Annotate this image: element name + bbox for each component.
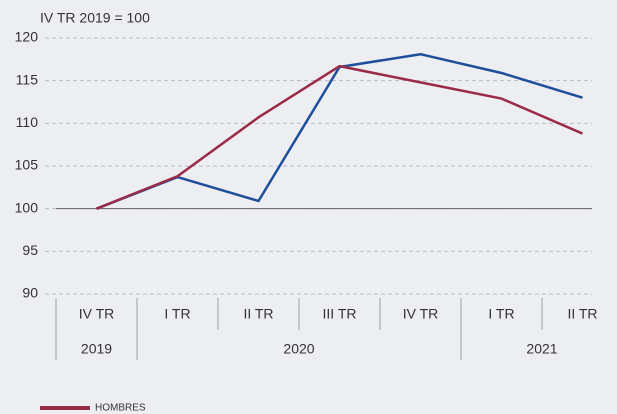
- x-tick-label: I TR: [488, 306, 514, 322]
- year-label: 2019: [81, 341, 112, 357]
- series-line: [96, 64, 583, 210]
- annotation: IV TR 2019 = 100: [40, 10, 150, 26]
- x-tick-label: IV TR: [403, 306, 439, 322]
- x-tick-label: III TR: [323, 306, 357, 322]
- y-tick-label: 100: [15, 199, 39, 215]
- x-tick-label: I TR: [164, 306, 190, 322]
- y-tick-label: 115: [16, 71, 39, 87]
- y-tick-label: 120: [15, 29, 39, 45]
- series-line: [96, 52, 583, 210]
- y-tick-label: 105: [15, 157, 39, 173]
- year-label: 2021: [526, 341, 557, 357]
- y-tick-label: 110: [16, 114, 39, 130]
- y-tick-label: 95: [22, 242, 38, 258]
- x-tick-label: IV TR: [79, 306, 115, 322]
- x-tick-label: II TR: [567, 306, 597, 322]
- y-tick-label: 90: [22, 285, 38, 301]
- year-label: 2020: [283, 341, 314, 357]
- legend-label: HOMBRES: [95, 403, 146, 414]
- x-tick-label: II TR: [243, 306, 273, 322]
